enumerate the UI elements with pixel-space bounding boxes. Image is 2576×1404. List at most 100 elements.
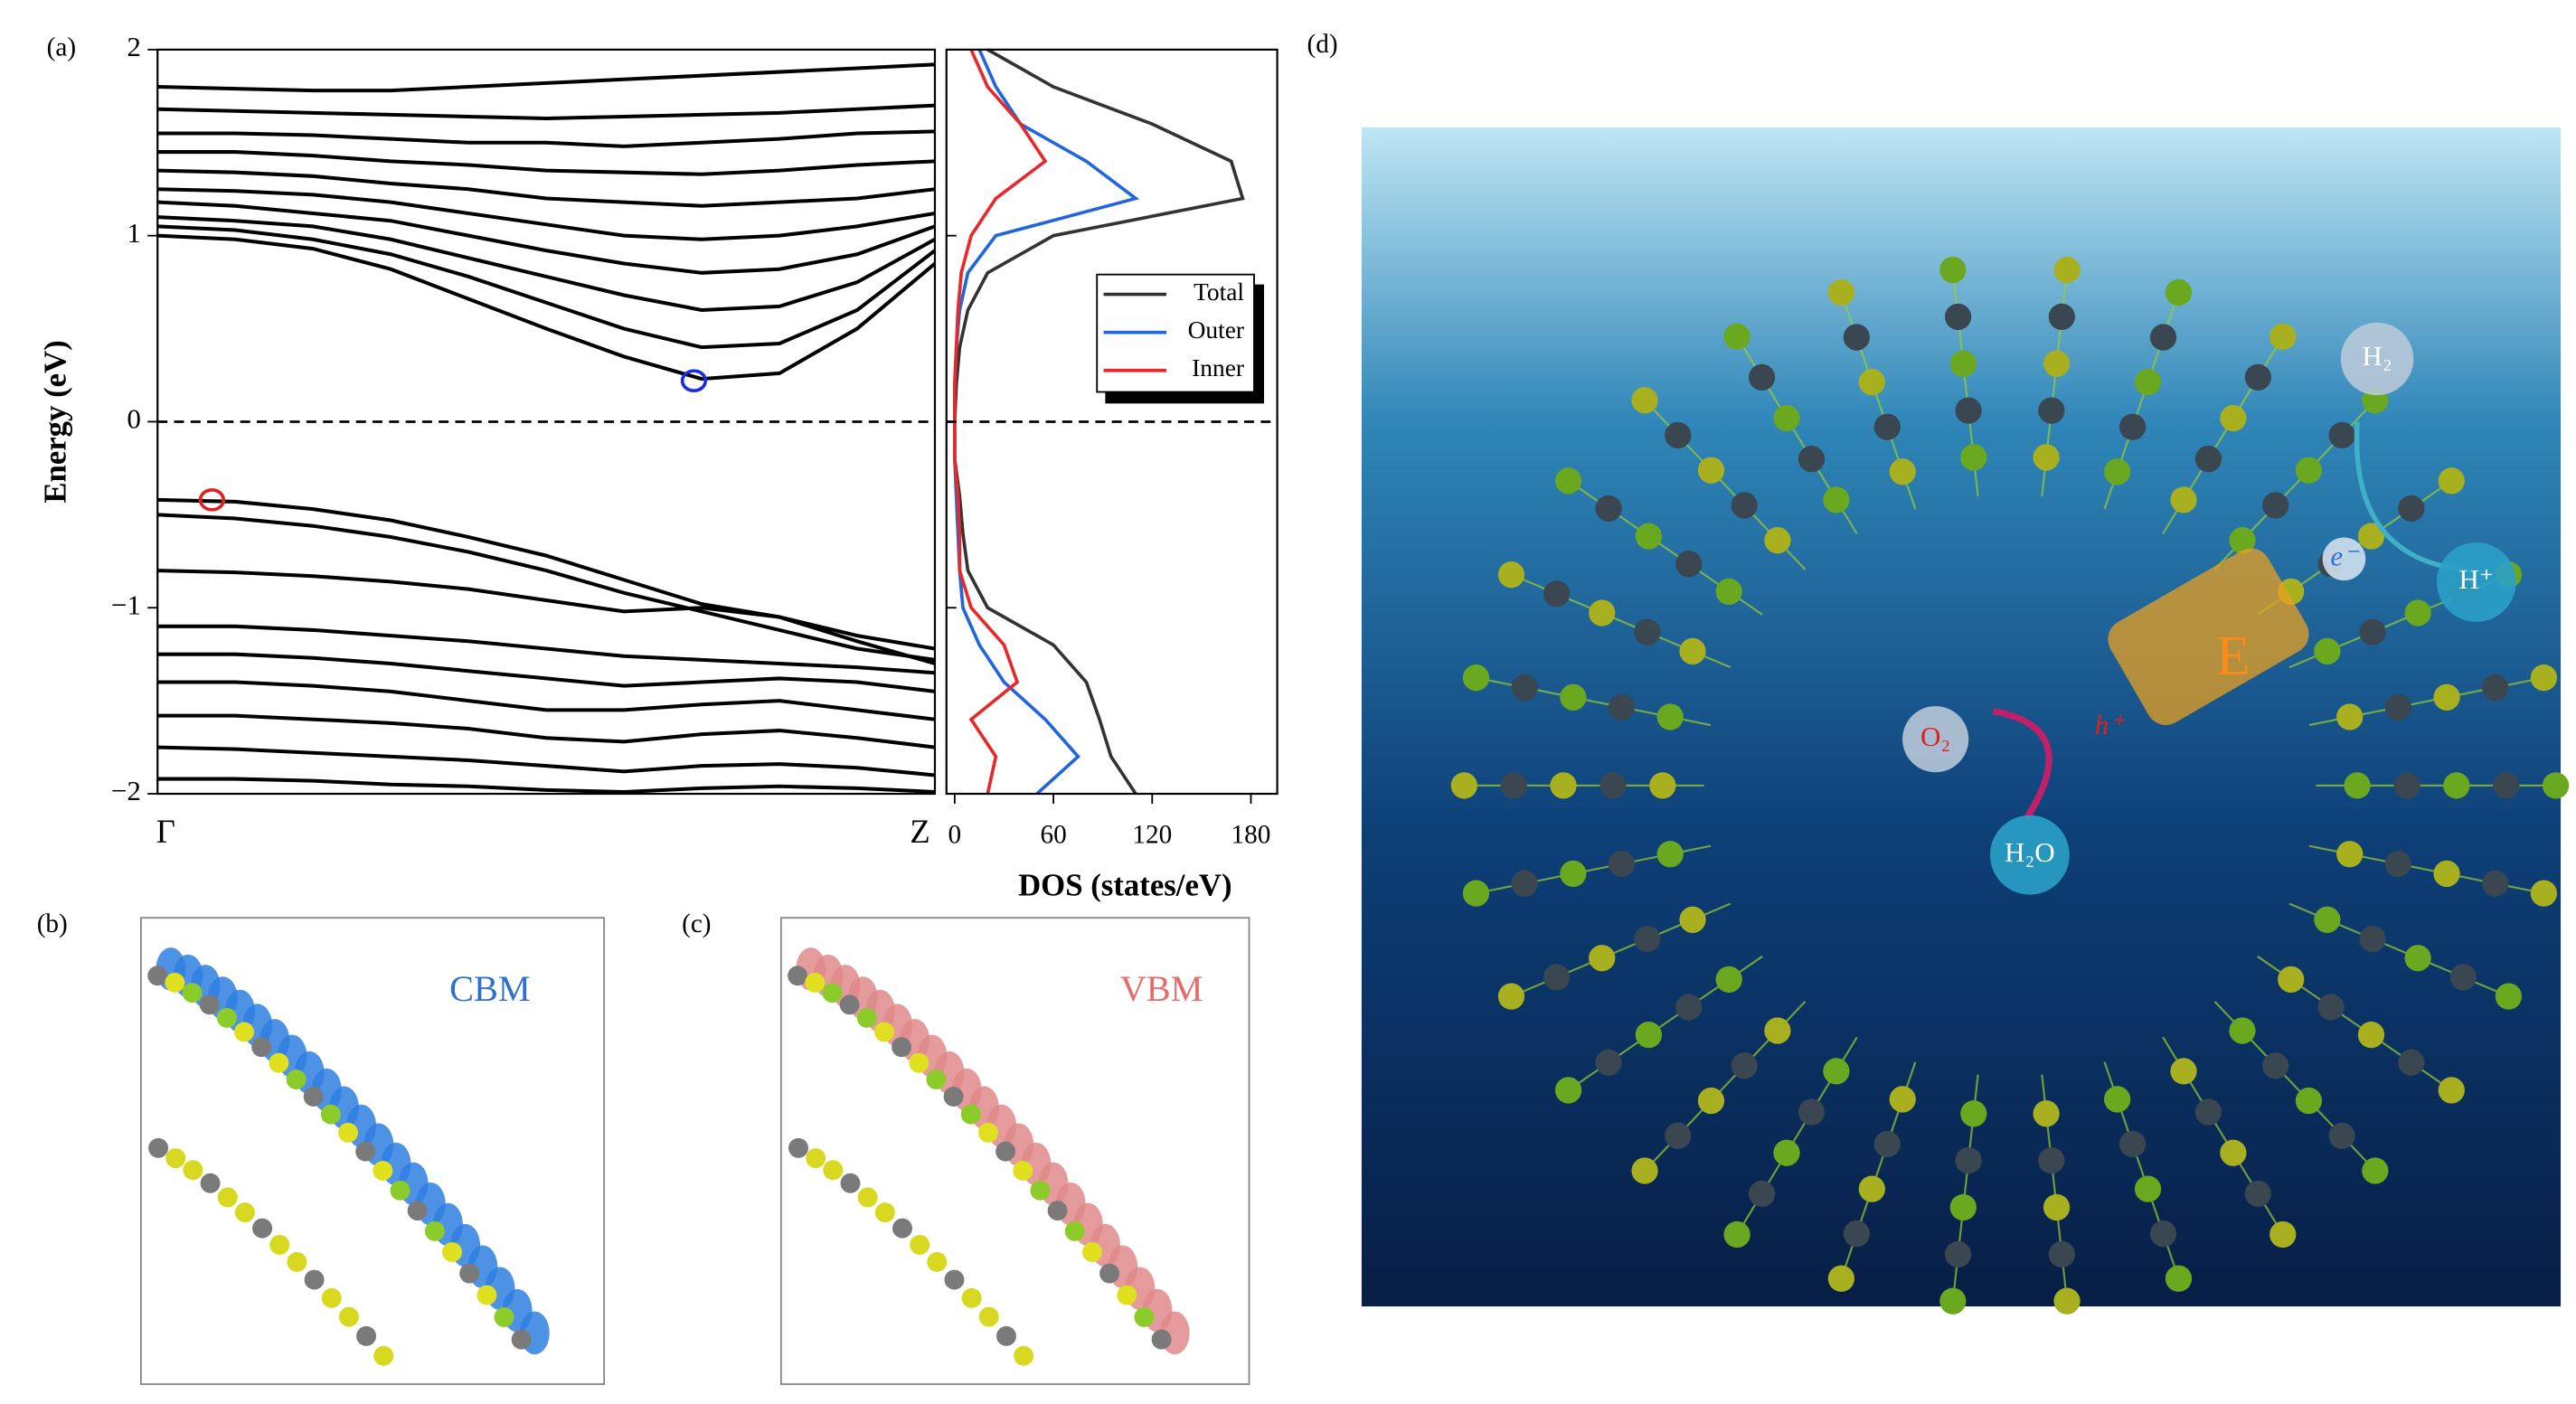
x-tick-label: 0 [948,820,962,849]
atom [1665,421,1692,449]
atom [978,1306,999,1327]
atom [199,994,220,1015]
atom [1099,1263,1120,1284]
atom [2194,446,2222,473]
band-edge-marker [198,488,226,512]
atom [1944,1240,1972,1267]
molecule [1902,706,1969,773]
atom [2449,964,2477,991]
cbm-label: CBM [449,968,530,1009]
atom [1030,1180,1051,1201]
atom [1827,278,1855,306]
atom [1827,1265,1855,1292]
atom [1939,1287,1967,1314]
atom [1679,906,1706,933]
atom [2295,457,2323,484]
atom [1665,1122,1692,1149]
atom [2104,458,2131,485]
atom [321,1287,342,1308]
atom [1675,551,1703,578]
atom [1889,1086,1916,1113]
atom [1960,444,1987,471]
atom [2317,994,2345,1021]
atom [390,1180,410,1201]
atom [1550,772,1577,799]
legend-label: Inner [1192,354,1244,382]
atom [1843,1220,1871,1248]
y-axis-label: Energy (eV) [37,340,72,503]
illustration-label: H₂ [2362,340,2392,372]
atom [892,1218,912,1239]
data-line [157,168,936,208]
atom [2359,925,2386,953]
illustration-label: e⁻ [2330,540,2360,571]
data-line [157,224,937,350]
atom [1047,1201,1068,1221]
atom [424,1220,445,1241]
atom [2344,772,2371,799]
atom [2104,1086,2131,1113]
atom [2134,369,2162,396]
atom [320,1104,341,1125]
atom [805,972,826,993]
atom [1656,841,1684,868]
atom [910,1234,930,1255]
x-tick-label: 120 [1132,820,1172,849]
data-line [157,745,936,777]
atom [217,1187,238,1208]
atom [961,1287,982,1308]
atom [2357,1022,2385,1049]
atom [2053,256,2081,284]
atom [494,1306,514,1327]
atom [788,966,808,986]
atom [1081,1242,1102,1262]
atom [2493,772,2520,799]
atom [1560,683,1587,711]
atom [1497,561,1525,589]
atom [1715,578,1742,606]
atom [1634,618,1661,645]
atom [2262,1052,2289,1079]
atom [2118,1130,2147,1158]
atom [1608,850,1636,878]
atom [1949,350,1977,377]
atom [1764,1017,1791,1044]
atom [2194,1098,2222,1126]
atom [840,1173,861,1193]
atom [1631,1157,1658,1184]
atom [2530,880,2558,907]
atom [2033,444,2060,471]
atom [1511,870,1538,897]
atom [2170,486,2197,514]
x-tick-label: Γ [156,813,175,850]
atom [2149,1220,2177,1248]
x-tick-label: 60 [1040,820,1066,849]
atom [857,1187,878,1208]
atom [1013,1160,1033,1181]
atom [1543,964,1571,991]
atom [183,1160,203,1181]
atom [2314,906,2341,933]
atom [234,1202,255,1223]
atom [373,1160,393,1181]
atom [1715,966,1742,994]
atom [2278,966,2305,994]
atom [960,1104,981,1125]
atom [927,1251,948,1272]
data-line [157,680,936,721]
x-tick-label: Z [910,813,929,850]
atom [1944,303,1972,331]
atom [251,1037,272,1058]
x-tick-label: 180 [1231,820,1271,849]
atom [252,1218,273,1239]
atom [2053,1287,2081,1314]
atom [2336,703,2364,730]
atom [2229,527,2256,554]
atom [1635,1022,1663,1049]
data-line [157,62,936,93]
atom [2262,492,2289,519]
atom [1723,323,1750,350]
atom [892,1037,912,1058]
atom [1554,467,1582,495]
atom [1450,772,1477,799]
